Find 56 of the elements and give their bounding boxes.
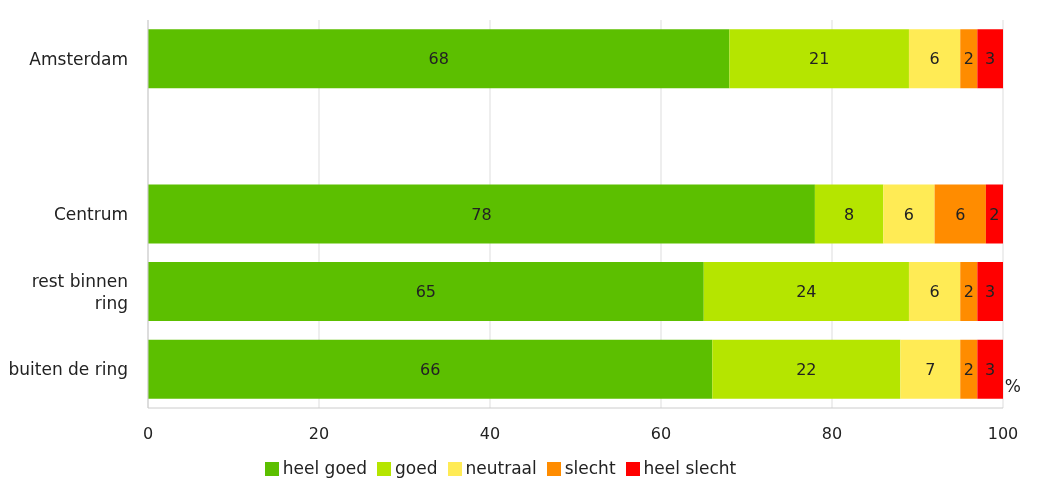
legend-label: neutraal [465, 458, 537, 478]
bar [985, 184, 1003, 244]
x-tick-label: 40 [479, 424, 501, 444]
data-label: 2 [963, 359, 974, 379]
data-label: 6 [929, 282, 940, 302]
data-label: 22 [796, 359, 817, 379]
x-axis-title: % [1004, 376, 1021, 397]
bar [977, 339, 1003, 399]
data-label: 78 [471, 204, 492, 224]
bar [148, 184, 815, 244]
x-tick-label: 20 [308, 424, 330, 444]
data-label: 3 [985, 282, 996, 302]
data-label: 68 [428, 49, 449, 69]
data-label: 66 [419, 359, 441, 379]
bar [703, 262, 909, 322]
x-tick-label: 100 [987, 424, 1019, 444]
data-label: 7 [925, 359, 936, 379]
y-tick-label: Centrum [53, 204, 128, 224]
bar [814, 184, 884, 244]
bar [960, 29, 978, 89]
bar [729, 29, 909, 89]
legend-label: heel goed [282, 458, 368, 478]
data-label: 3 [985, 359, 996, 379]
bar [908, 29, 961, 89]
data-label: 6 [929, 49, 940, 69]
x-tick-label: 80 [821, 424, 843, 444]
y-tick-label: rest binnen ring [31, 270, 128, 313]
x-tick-label: 60 [650, 424, 672, 444]
data-label: 8 [844, 204, 855, 224]
bar [960, 339, 978, 399]
legend-label: heel slecht [643, 458, 737, 478]
bar [960, 262, 978, 322]
bar [148, 339, 713, 399]
data-label: 2 [963, 282, 974, 302]
legend-label: goed [395, 458, 438, 478]
bar [148, 262, 704, 322]
bar [977, 262, 1003, 322]
data-label: 21 [809, 49, 830, 69]
data-label: 2 [963, 49, 974, 69]
data-label: 3 [985, 49, 996, 69]
y-tick-label: buiten de ring [8, 359, 128, 380]
bar [908, 262, 961, 322]
bar [934, 184, 986, 244]
legend-label: slecht [564, 458, 616, 478]
bar [148, 29, 730, 89]
bar [900, 339, 961, 399]
x-tick-label: 0 [142, 424, 154, 444]
y-tick-label: Amsterdam [29, 48, 128, 69]
bar [883, 184, 935, 244]
bar [977, 29, 1003, 89]
data-label: 24 [796, 282, 817, 302]
bar [712, 339, 901, 399]
data-label: 2 [989, 204, 1000, 224]
data-label: 6 [955, 204, 966, 224]
data-label: 65 [415, 282, 437, 302]
data-label: 6 [903, 204, 915, 224]
